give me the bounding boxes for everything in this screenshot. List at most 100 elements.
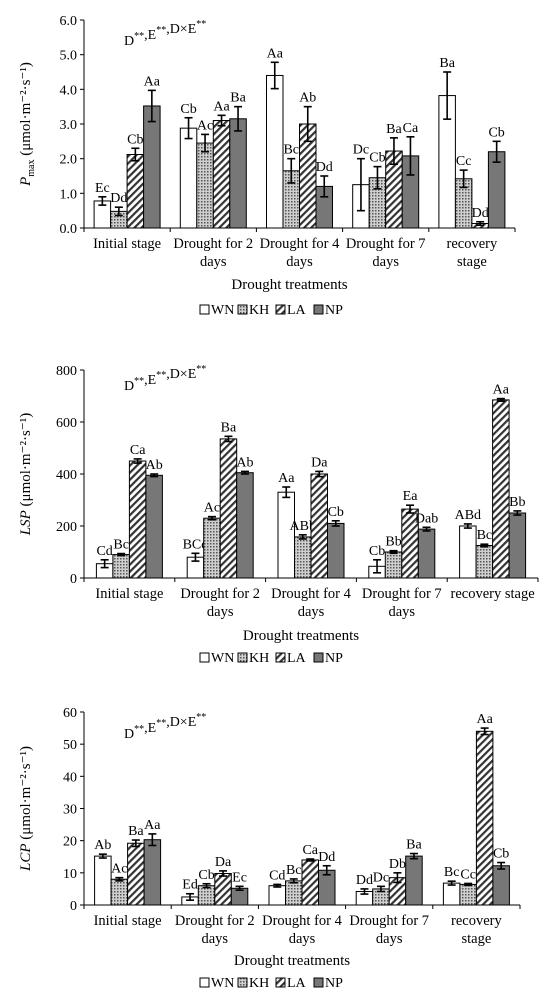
legend-label: KH — [249, 303, 269, 318]
bar-kh — [197, 885, 216, 906]
category-label: recovery — [447, 236, 498, 252]
category-label: days — [200, 254, 227, 270]
significance-letter: Ea — [403, 489, 419, 504]
bar-wn — [179, 127, 198, 229]
legend-swatch-kh — [237, 304, 248, 315]
bar-np — [508, 512, 527, 579]
bar-kh — [203, 517, 221, 579]
significance-letter: Aa — [476, 712, 493, 727]
x-axis-label: Drought treatments — [243, 628, 359, 644]
significance-letter: Ba — [439, 56, 455, 71]
category-label: days — [372, 254, 399, 270]
legend: WN KH LA NP — [199, 651, 343, 666]
y-axis-label: LSP (μmol·m⁻²·s⁻¹) — [18, 413, 34, 536]
bar-wn — [459, 525, 477, 579]
significance-letter: Cb — [198, 868, 214, 883]
legend-swatch-la — [275, 652, 286, 663]
significance-letter: Ba — [221, 420, 237, 435]
bar-la — [212, 120, 231, 229]
significance-letter: Bb — [509, 495, 525, 510]
category-label: Initial stage — [93, 236, 161, 252]
category-label: recovery — [451, 913, 502, 929]
significance-letter: Db — [389, 857, 406, 872]
legend-label: KH — [249, 976, 269, 991]
category-label: Drought for 4 — [271, 586, 351, 602]
y-tick-label: 10 — [63, 867, 77, 882]
significance-letter: Cc — [456, 154, 472, 169]
bar-np — [143, 105, 161, 229]
y-axis-label: Pmax (μmol·m⁻²·s⁻¹) — [18, 62, 37, 187]
significance-letter: Ac — [197, 118, 213, 133]
bar-wn — [268, 885, 286, 906]
legend-label: LA — [287, 651, 307, 666]
significance-letter: Cd — [96, 544, 112, 559]
y-tick-label: 1.0 — [60, 187, 78, 202]
category-label: days — [389, 604, 416, 620]
significance-letter: Cb — [488, 125, 504, 140]
category-label: days — [202, 931, 229, 947]
bar-kh — [384, 551, 403, 579]
significance-letter: Dd — [110, 191, 127, 206]
significance-letter: ABd — [455, 508, 481, 523]
bar-np — [492, 865, 510, 906]
significance-letter: Ec — [232, 870, 247, 885]
y-tick-label: 4.0 — [60, 83, 78, 98]
significance-letter: Bb — [385, 535, 401, 550]
y-tick-label: 5.0 — [60, 49, 78, 64]
bar-la — [492, 399, 510, 579]
bar-wn — [277, 491, 295, 579]
category-label: Initial stage — [95, 586, 163, 602]
significance-letter: Ba — [230, 91, 246, 106]
legend: WN KH LA NP — [199, 303, 343, 318]
significance-letter: Aa — [213, 99, 230, 114]
y-tick-label: 3.0 — [60, 118, 78, 133]
significance-letter: Ab — [94, 838, 111, 853]
category-label: Drought for 7 — [346, 236, 426, 252]
significance-letter: Cb — [328, 505, 344, 520]
significance-letter: Da — [311, 455, 328, 470]
bar-la — [301, 859, 319, 906]
significance-letter: Ab — [236, 455, 253, 470]
bar-kh — [110, 878, 129, 906]
category-label: stage — [457, 254, 487, 270]
bar-np — [487, 151, 506, 229]
category-label: Drought for 2 — [180, 586, 260, 602]
bar-wn — [266, 74, 284, 229]
category-label: days — [289, 931, 316, 947]
legend-swatch-wn — [199, 304, 210, 315]
significance-letter: Ca — [302, 843, 318, 858]
legend-swatch-la — [275, 977, 286, 988]
significance-letter: Cb — [369, 151, 385, 166]
significance-letter: Cb — [493, 847, 509, 862]
category-label: Drought for 4 — [260, 236, 340, 252]
legend-swatch-la — [275, 304, 286, 315]
y-tick-label: 6.0 — [60, 14, 78, 29]
category-label: recovery stage — [451, 586, 535, 602]
legend-swatch-wn — [199, 977, 210, 988]
legend: WN KH LA NP — [199, 976, 343, 991]
category-label: Initial stage — [94, 913, 162, 929]
significance-letter: Dd — [472, 206, 489, 221]
y-tick-label: 2.0 — [60, 153, 78, 168]
y-tick-label: 200 — [56, 520, 77, 535]
significance-letter: Bc — [444, 865, 460, 880]
significance-annotation: D**,E**,D×E** — [124, 19, 206, 49]
bar-np — [143, 839, 162, 906]
category-label: Drought for 4 — [262, 913, 342, 929]
bar-la — [475, 730, 494, 906]
category-label: days — [286, 254, 313, 270]
bar-np — [236, 472, 254, 579]
x-axis-label: Drought treatments — [234, 953, 350, 969]
significance-letter: Ca — [130, 443, 146, 458]
y-tick-label: 800 — [56, 364, 77, 379]
bar-np — [417, 528, 436, 579]
significance-letter: Aa — [267, 46, 284, 61]
bar-np — [327, 522, 345, 579]
bar-np — [405, 855, 423, 906]
legend-swatch-kh — [237, 652, 248, 663]
significance-letter: Ab — [299, 91, 316, 106]
significance-letter: Bc — [113, 538, 129, 553]
